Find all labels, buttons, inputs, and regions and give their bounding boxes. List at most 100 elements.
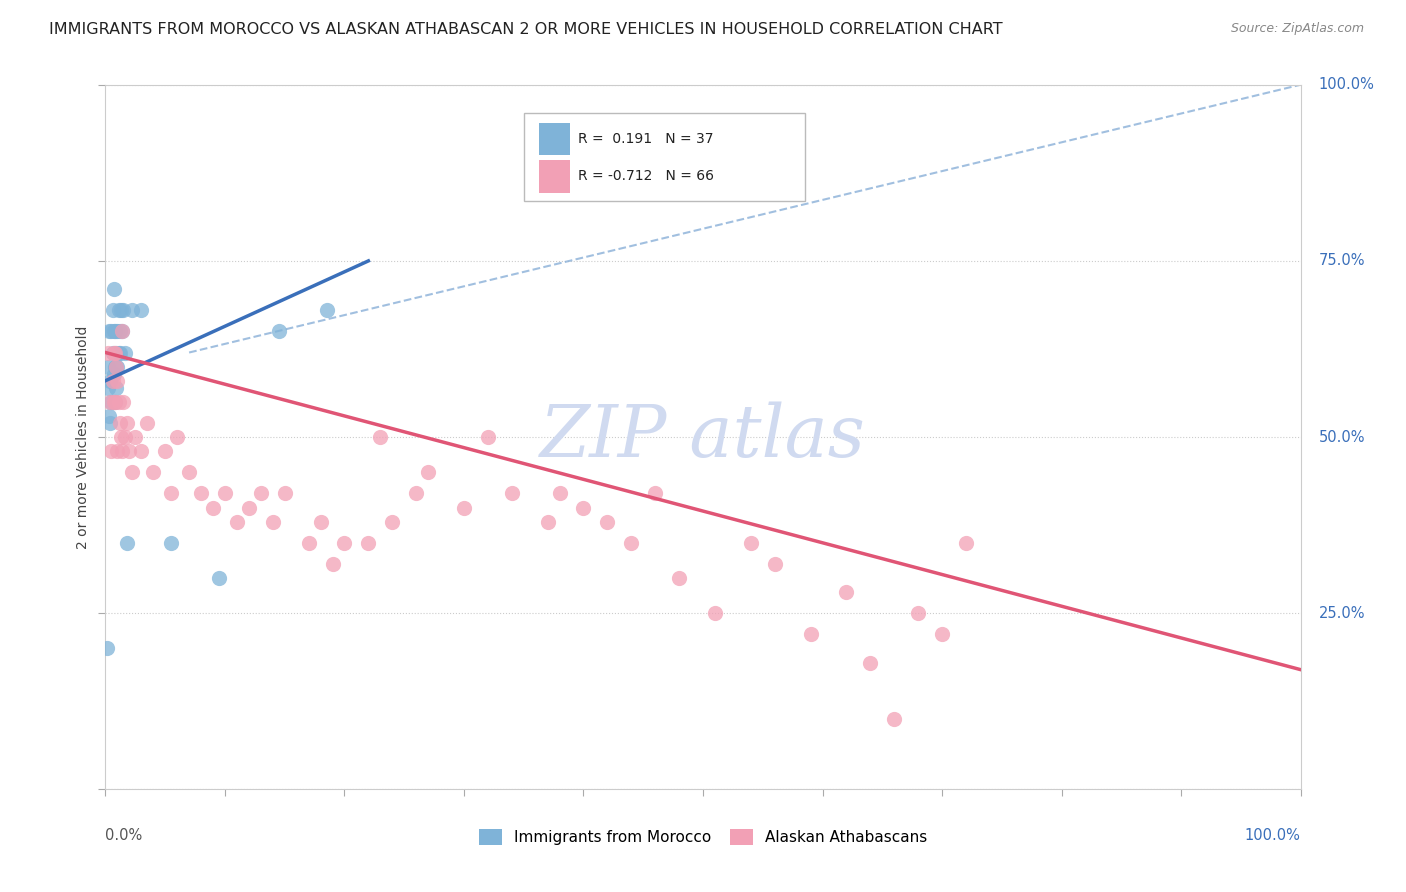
Point	[108, 345, 131, 359]
Point	[107, 359, 129, 374]
Point	[103, 345, 125, 359]
Text: ZIP atlas: ZIP atlas	[540, 401, 866, 473]
Point	[859, 656, 882, 670]
Point	[572, 500, 595, 515]
Text: 0.0%: 0.0%	[105, 828, 142, 843]
Point	[190, 486, 212, 500]
Point	[381, 515, 404, 529]
Legend: Immigrants from Morocco, Alaskan Athabascans: Immigrants from Morocco, Alaskan Athabas…	[479, 830, 927, 846]
Point	[501, 486, 523, 500]
Point	[97, 381, 120, 395]
Point	[418, 466, 440, 480]
Point	[620, 535, 643, 549]
Point	[110, 430, 132, 444]
Point	[107, 345, 129, 359]
Text: IMMIGRANTS FROM MOROCCO VS ALASKAN ATHABASCAN 2 OR MORE VEHICLES IN HOUSEHOLD CO: IMMIGRANTS FROM MOROCCO VS ALASKAN ATHAB…	[49, 22, 1002, 37]
Point	[166, 430, 188, 444]
Point	[250, 486, 273, 500]
Point	[315, 303, 337, 318]
Point	[104, 345, 127, 359]
Point	[405, 486, 427, 500]
Point	[105, 359, 128, 374]
Point	[160, 535, 183, 549]
Point	[104, 394, 127, 409]
Point	[309, 515, 332, 529]
Point	[111, 325, 134, 339]
Point	[153, 444, 177, 458]
Point	[98, 416, 121, 430]
Point	[129, 303, 153, 318]
Point	[103, 367, 125, 381]
Point	[262, 515, 284, 529]
Point	[97, 359, 120, 374]
FancyBboxPatch shape	[540, 123, 571, 155]
Point	[225, 515, 249, 529]
Point	[763, 557, 786, 571]
Point	[129, 444, 153, 458]
Point	[105, 359, 128, 374]
Point	[115, 416, 138, 430]
Point	[121, 466, 143, 480]
Point	[160, 486, 183, 500]
Point	[112, 303, 135, 318]
Point	[104, 394, 127, 409]
Point	[112, 394, 135, 409]
Point	[107, 325, 129, 339]
Point	[596, 515, 619, 529]
Text: 100.0%: 100.0%	[1244, 828, 1301, 843]
Point	[100, 325, 122, 339]
Point	[907, 607, 929, 621]
Point	[883, 712, 905, 726]
Point	[214, 486, 236, 500]
Point	[98, 394, 121, 409]
Text: Source: ZipAtlas.com: Source: ZipAtlas.com	[1230, 22, 1364, 36]
Point	[114, 345, 136, 359]
Point	[202, 500, 225, 515]
Point	[955, 535, 977, 549]
Text: R = -0.712   N = 66: R = -0.712 N = 66	[578, 169, 713, 184]
Point	[105, 381, 128, 395]
Point	[115, 535, 138, 549]
Text: R =  0.191   N = 37: R = 0.191 N = 37	[578, 132, 713, 146]
Point	[835, 585, 858, 599]
Point	[799, 627, 821, 641]
Point	[104, 359, 127, 374]
Point	[333, 535, 356, 549]
Point	[107, 374, 129, 388]
Point	[103, 394, 125, 409]
Point	[100, 394, 122, 409]
Point	[111, 444, 134, 458]
Point	[668, 571, 690, 585]
Point	[644, 486, 666, 500]
Point	[548, 486, 571, 500]
Point	[101, 374, 124, 388]
Point	[101, 345, 124, 359]
Point	[121, 303, 143, 318]
Point	[118, 444, 141, 458]
Point	[177, 466, 201, 480]
Point	[96, 641, 118, 656]
Point	[208, 571, 231, 585]
Point	[111, 325, 134, 339]
Point	[704, 607, 727, 621]
Point	[107, 444, 129, 458]
Point	[931, 627, 953, 641]
Point	[105, 345, 128, 359]
Point	[97, 345, 120, 359]
Point	[101, 303, 124, 318]
Y-axis label: 2 or more Vehicles in Household: 2 or more Vehicles in Household	[76, 326, 90, 549]
Text: 50.0%: 50.0%	[1319, 430, 1365, 444]
Point	[124, 430, 146, 444]
Point	[142, 466, 165, 480]
Point	[103, 282, 125, 296]
Point	[98, 325, 121, 339]
Point	[298, 535, 321, 549]
Point	[98, 374, 121, 388]
Point	[357, 535, 380, 549]
FancyBboxPatch shape	[524, 113, 804, 201]
Text: 75.0%: 75.0%	[1319, 253, 1365, 268]
Point	[368, 430, 391, 444]
Point	[453, 500, 475, 515]
Point	[107, 394, 129, 409]
Point	[136, 416, 159, 430]
